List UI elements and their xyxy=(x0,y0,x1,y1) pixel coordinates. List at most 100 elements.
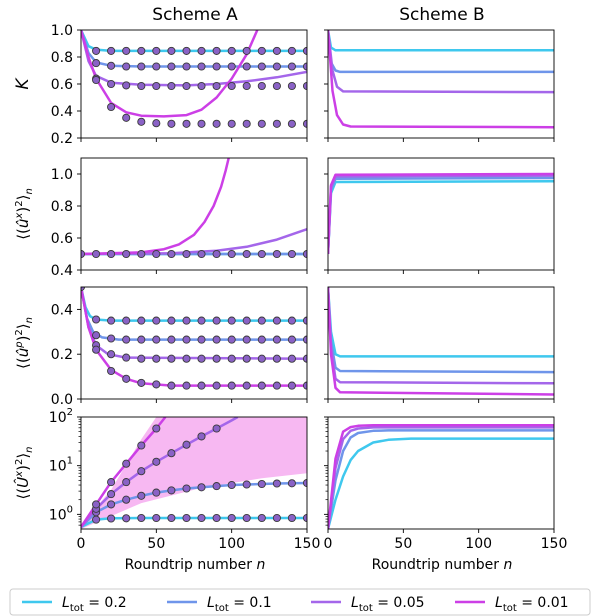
data-marker xyxy=(227,119,236,128)
data-marker xyxy=(272,249,281,259)
data-marker xyxy=(137,378,146,387)
data-marker xyxy=(212,81,221,91)
series-line-3 xyxy=(81,30,259,118)
data-marker xyxy=(107,79,116,89)
data-marker xyxy=(182,249,191,259)
data-marker xyxy=(287,479,296,488)
data-marker xyxy=(197,81,206,91)
data-marker xyxy=(137,62,146,71)
data-marker xyxy=(257,513,266,523)
y-tick-label: 102 xyxy=(49,407,73,426)
panel-r0-c1 xyxy=(324,29,555,142)
data-marker xyxy=(272,46,281,55)
data-marker xyxy=(272,81,281,91)
data-marker xyxy=(197,316,206,325)
data-marker xyxy=(197,513,206,523)
data-marker xyxy=(107,500,116,509)
y-tick-label: 0.6 xyxy=(51,231,73,247)
xlabel-text-right: Roundtrip number xyxy=(372,557,500,573)
data-marker xyxy=(107,334,116,343)
panel-r3-c1: 0 50 100 150 xyxy=(324,416,567,552)
data-marker xyxy=(257,46,266,55)
data-marker xyxy=(122,249,131,259)
x-axis-label-right: Roundtrip number n xyxy=(372,557,513,573)
data-marker xyxy=(212,381,221,390)
legend: Ltot = 0.2 Ltot = 0.1 Ltot = 0.05 Ltot = 0.… xyxy=(9,588,591,616)
data-marker xyxy=(92,75,101,85)
data-marker xyxy=(167,316,176,325)
data-marker xyxy=(257,81,266,91)
series-line-2 xyxy=(328,287,554,385)
data-marker xyxy=(242,249,251,259)
y-tick-label: 101 xyxy=(49,456,73,475)
data-marker xyxy=(92,515,101,524)
y-tick-label: 0.2 xyxy=(51,347,73,363)
y-axis-label: ⟨(ûx)2⟩n xyxy=(14,188,35,240)
plot-area xyxy=(81,158,307,259)
data-marker xyxy=(257,381,266,390)
data-marker xyxy=(122,353,131,362)
data-marker xyxy=(152,81,161,91)
data-marker xyxy=(272,479,281,488)
data-marker xyxy=(107,478,116,487)
data-marker xyxy=(167,119,176,128)
y-tick-label: 0.8 xyxy=(51,199,73,215)
data-marker xyxy=(107,102,116,112)
data-marker xyxy=(257,479,266,489)
y-tick-label: 0.4 xyxy=(51,263,73,279)
data-marker xyxy=(227,81,236,91)
series-line-0 xyxy=(81,30,307,53)
data-marker xyxy=(92,46,101,55)
data-marker xyxy=(152,424,161,433)
data-marker xyxy=(212,513,221,523)
data-marker xyxy=(167,449,176,458)
data-marker xyxy=(212,482,221,491)
xlabel-var-right: n xyxy=(504,557,513,573)
x-tick-label: 100 xyxy=(218,536,245,552)
y-tick-label: 100 xyxy=(49,504,73,523)
y-tick-label: 0.0 xyxy=(51,392,73,408)
series-line-1 xyxy=(328,429,554,529)
data-marker xyxy=(152,513,161,523)
legend-item-2: Ltot = 0.05 xyxy=(311,595,425,614)
series-line-3 xyxy=(328,423,554,529)
series-line-3 xyxy=(81,158,230,256)
data-marker xyxy=(242,513,251,523)
data-marker xyxy=(227,381,236,390)
plot-area xyxy=(328,30,554,129)
data-marker xyxy=(257,316,266,325)
shaded-band xyxy=(81,417,307,529)
data-marker xyxy=(287,249,296,259)
data-marker xyxy=(122,495,131,504)
legend-item-3: Ltot = 0.01 xyxy=(455,595,569,614)
y-tick-label: 1.0 xyxy=(51,23,73,39)
data-marker xyxy=(137,513,146,523)
y-tick-label: 0.4 xyxy=(51,302,73,318)
x-tick-label: 50 xyxy=(147,536,165,552)
data-marker xyxy=(137,249,146,259)
data-marker xyxy=(197,432,206,441)
data-marker xyxy=(182,513,191,523)
data-marker xyxy=(182,381,191,390)
series-line-0 xyxy=(328,30,554,52)
data-marker xyxy=(107,490,116,499)
series-line-2 xyxy=(328,426,554,529)
plot-area xyxy=(328,172,554,255)
data-marker xyxy=(152,249,161,259)
data-marker xyxy=(242,46,251,55)
data-marker xyxy=(227,354,236,363)
series-line-1 xyxy=(81,287,307,341)
data-marker xyxy=(122,459,131,468)
data-marker xyxy=(182,119,191,128)
data-marker xyxy=(272,316,281,325)
data-marker xyxy=(242,354,251,363)
data-marker xyxy=(227,249,236,259)
data-marker xyxy=(197,335,206,344)
plot-area xyxy=(328,423,554,529)
column-title-scheme-b: Scheme B xyxy=(399,5,484,25)
legend-frame xyxy=(9,588,591,616)
series-line-3 xyxy=(81,287,307,387)
data-marker xyxy=(212,249,221,259)
data-marker xyxy=(122,335,131,344)
data-marker xyxy=(167,335,176,344)
